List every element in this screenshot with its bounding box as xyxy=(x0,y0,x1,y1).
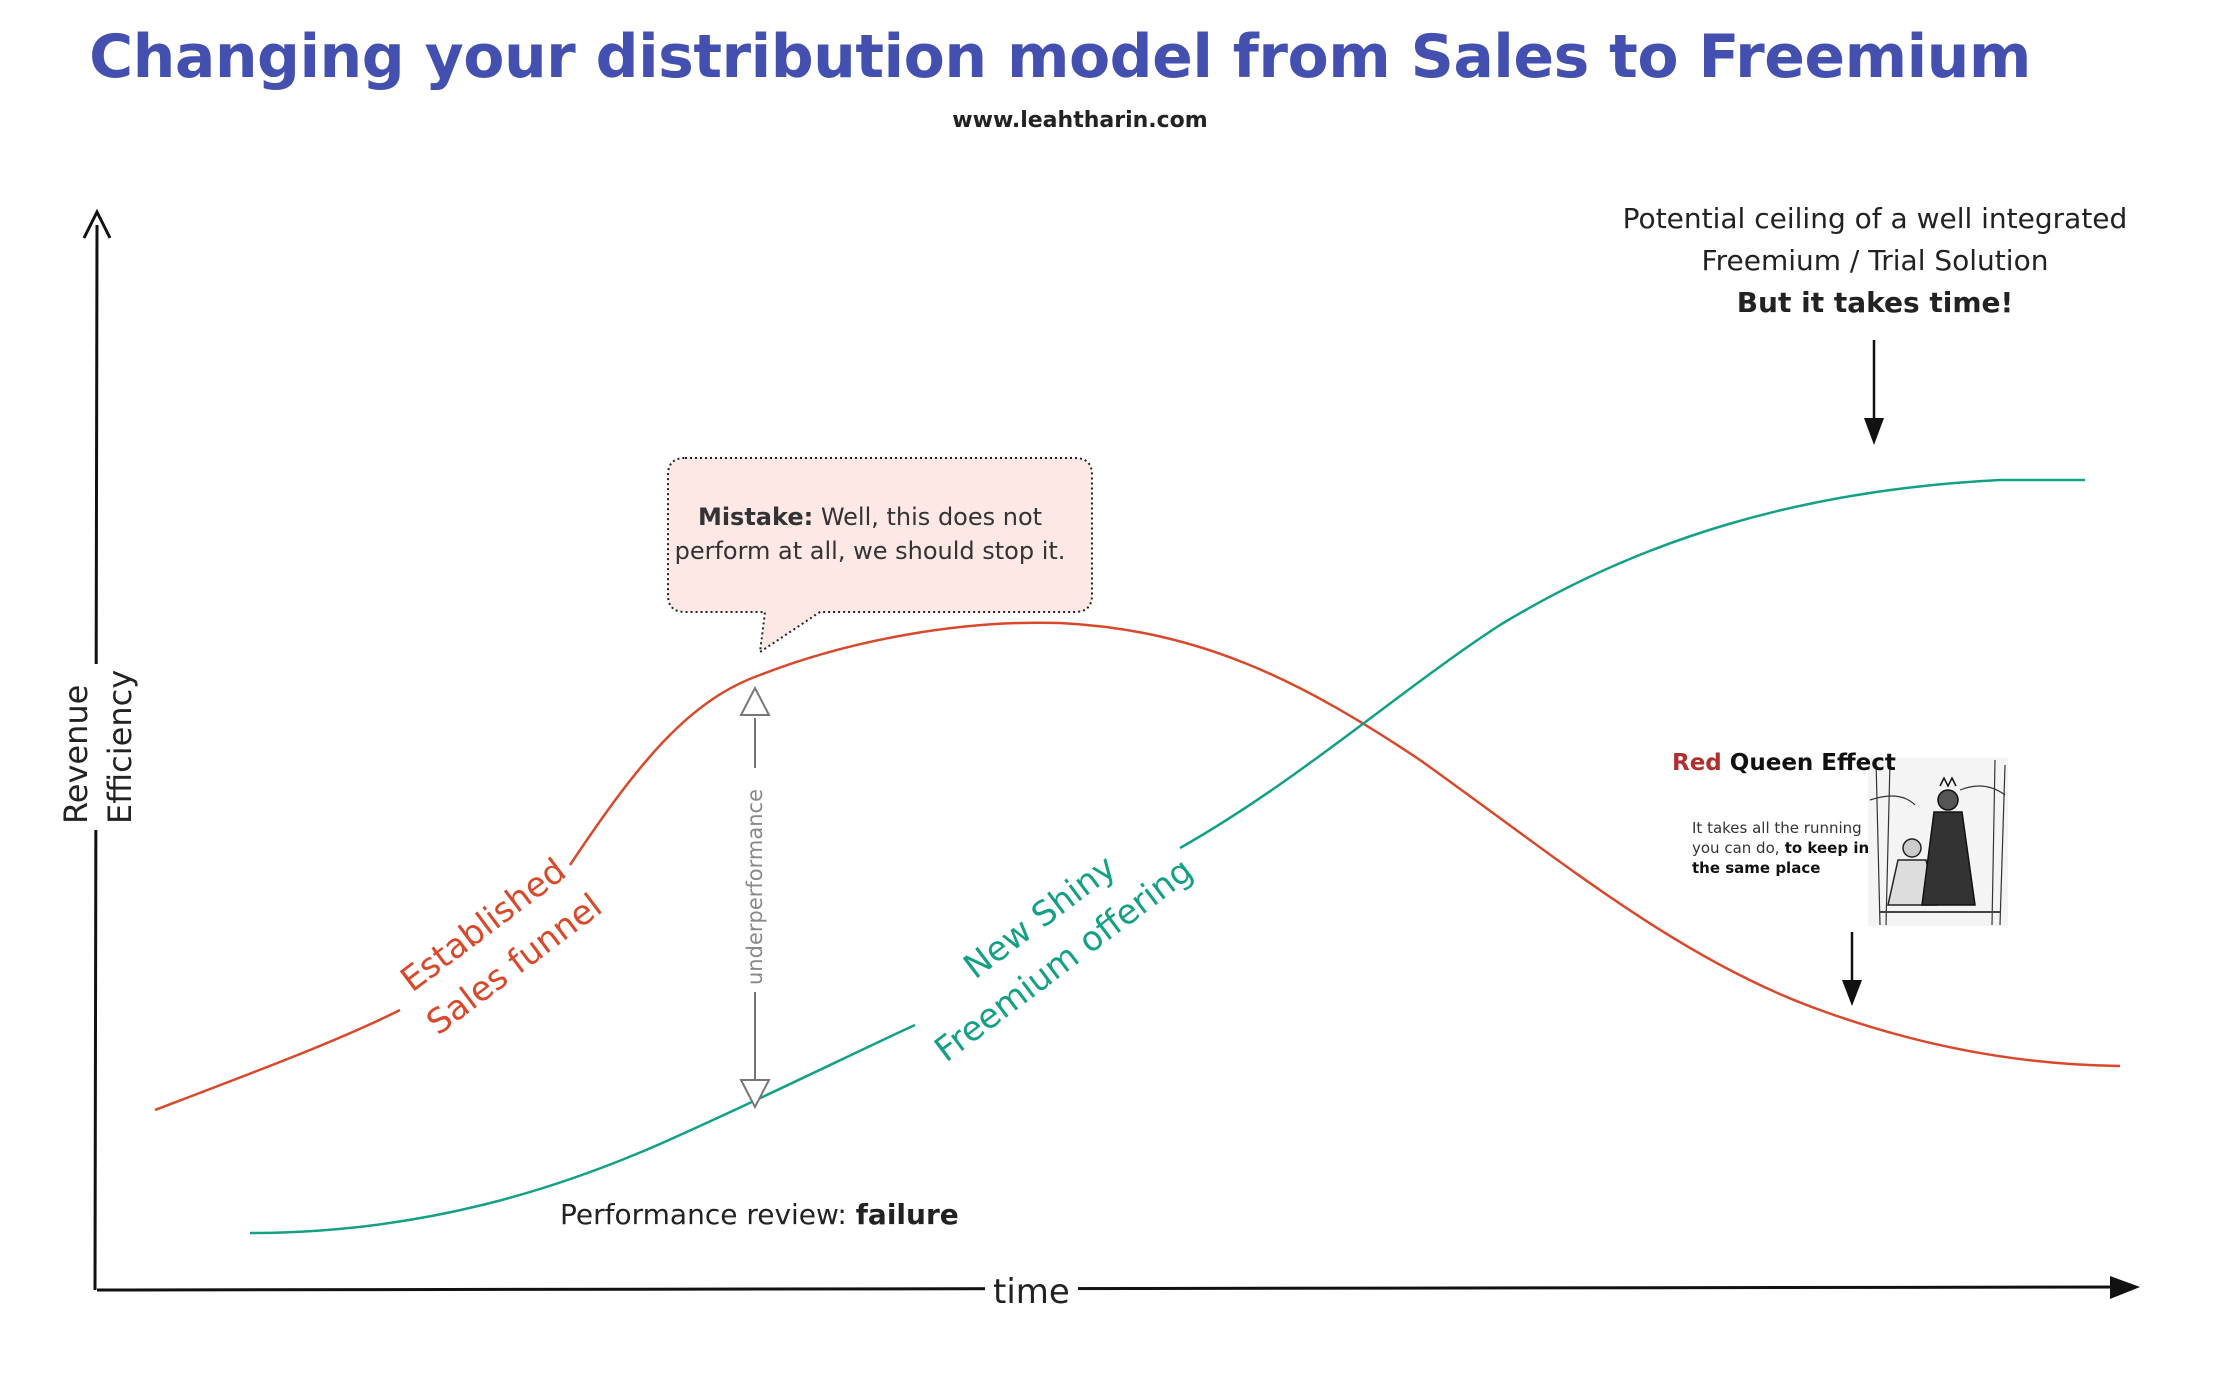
freemium-curve xyxy=(249,1023,916,1235)
mistake-callout-line2: perform at all, we should stop it. xyxy=(674,537,1066,565)
y-axis-label-line1: Revenue xyxy=(57,684,95,824)
red-queen-title: Red Queen Effect xyxy=(1672,750,1896,776)
x-axis-arrowhead xyxy=(2110,1276,2140,1299)
red-queen-body-bold: to keep in the same place xyxy=(1692,839,1870,877)
page-title: Changing your distribution model from Sa… xyxy=(89,22,2031,92)
mistake-callout-bold: Mistake: xyxy=(697,503,814,531)
performance-review: Performance review: failure xyxy=(560,1198,959,1231)
mistake-callout-bubble xyxy=(667,457,1093,655)
performance-review-prefix: Performance review: xyxy=(560,1198,856,1231)
mistake-callout-line1: Well, this does not xyxy=(813,503,1043,531)
x-axis xyxy=(96,1285,2131,1292)
red-queen-body-text: It takes all the running you can do, xyxy=(1692,819,1862,857)
red-queen-body: It takes all the running you can do, to … xyxy=(1692,818,1872,878)
ceiling-note-line1: Potential ceiling of a well integrated xyxy=(1622,202,2128,235)
freemium-curve-main xyxy=(1179,478,2085,850)
underperformance-label: underperformance xyxy=(743,789,767,985)
red-queen-illustration xyxy=(1868,758,2008,926)
ceiling-note-bold: But it takes time! xyxy=(1736,286,2014,319)
underperformance-arrowhead-up xyxy=(739,685,771,716)
performance-review-result: failure xyxy=(855,1198,959,1231)
ceiling-note-line2: Freemium / Trial Solution xyxy=(1701,244,2049,277)
ceiling-arrowhead xyxy=(1864,418,1884,445)
y-axis-arrowhead xyxy=(82,208,112,239)
ceiling-note: Potential ceiling of a well integrated F… xyxy=(1560,198,2190,324)
red-queen-title-rest: Queen Effect xyxy=(1721,750,1896,776)
sales-curve-main xyxy=(568,621,2121,1068)
mistake-callout-text: Mistake: Well, this does not perform at … xyxy=(670,500,1070,568)
y-axis-label-line2: Efficiency xyxy=(101,669,139,824)
sales-curve xyxy=(154,1008,401,1112)
source-url: www.leahtharin.com xyxy=(952,108,1208,133)
y-axis-label: Revenue Efficiency xyxy=(54,663,142,830)
x-axis-label: time xyxy=(985,1272,1078,1312)
underperformance-arrowhead-down xyxy=(739,1079,771,1110)
red-queen-title-red: Red xyxy=(1672,750,1722,776)
red-queen-arrowhead xyxy=(1842,980,1862,1006)
